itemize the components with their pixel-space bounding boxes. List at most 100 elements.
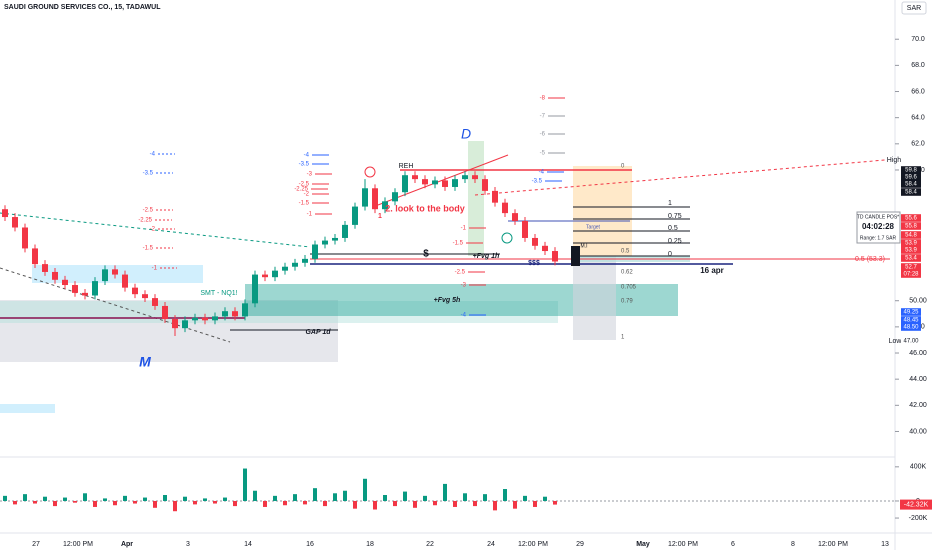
price-label: 53.9 (905, 248, 917, 254)
y-tick-label: 42.00 (909, 402, 927, 409)
candle-body (492, 190, 498, 203)
volume-bar (13, 500, 17, 505)
candle-body (202, 317, 208, 321)
candle-body (472, 175, 478, 180)
candle-body (502, 202, 508, 214)
volume-bar (113, 500, 117, 506)
volume-bar (353, 500, 357, 509)
price-label-box (901, 239, 921, 247)
annotation: GAP 1d (305, 329, 331, 336)
annotation: $$$ (528, 260, 540, 267)
candle-body (122, 274, 128, 288)
candle-body (532, 237, 538, 246)
volume-bar (453, 500, 457, 507)
volume-bar (213, 500, 217, 504)
x-tick-label: Apr (121, 541, 133, 548)
std-level-label: -2 (304, 192, 310, 198)
price-label: 48.50 (903, 325, 919, 331)
volume-bar (433, 500, 437, 506)
candle-body (192, 317, 198, 321)
annotation: Target (586, 224, 601, 230)
zone-green (468, 141, 484, 256)
volume-bar (173, 500, 177, 512)
candle-body (182, 320, 188, 329)
candle-body (392, 192, 398, 202)
volume-bar (53, 500, 57, 507)
std-level-label: -1 (152, 266, 158, 272)
volume-bar (73, 500, 77, 503)
std-level-label: -1.5 (453, 241, 464, 247)
std-level-label: -3 (461, 283, 467, 289)
std-level-label: -1 (307, 212, 313, 218)
y-tick-label: 66.0 (911, 88, 925, 95)
annotation: Low (889, 338, 903, 345)
volume-bar (33, 500, 37, 504)
volume-bar (343, 490, 347, 501)
candle-body (522, 220, 528, 238)
candle-body (162, 305, 168, 320)
price-label-box (901, 263, 921, 271)
price-label-box (901, 323, 921, 331)
fib-label: 0.25 (668, 238, 682, 245)
currency-button[interactable] (901, 1, 927, 15)
fib-label: 0.79 (621, 299, 633, 305)
candle-body (112, 269, 118, 275)
candle-body (12, 217, 18, 228)
price-label: 49.25 (903, 310, 919, 316)
candle-body (442, 180, 448, 187)
std-level-label: -4 (461, 313, 467, 319)
x-tick-label: 29 (576, 541, 584, 548)
std-level-label: -2.25 (138, 218, 152, 224)
volume-bar (443, 483, 447, 501)
volume-bar (503, 489, 507, 501)
std-level-label: -2.5 (455, 270, 466, 276)
chart-title: SAUDI GROUND SERVICES CO., 15, TADAWUL (4, 4, 161, 11)
trend-line (0, 267, 231, 343)
std-level-label: -1.5 (143, 246, 154, 252)
candle-body (252, 274, 258, 304)
x-tick-label: 12:00 PM (818, 541, 848, 548)
candle-body (22, 227, 28, 249)
std-level-label: -2.25 (294, 187, 308, 193)
price-label: 58.4 (905, 182, 917, 188)
volume-last-label: -42.32K (904, 501, 929, 508)
y-tick-label: 46.00 (909, 350, 927, 357)
candle-body (212, 316, 218, 321)
std-level-label: -3.5 (532, 179, 543, 185)
price-label: 53.4 (905, 256, 917, 262)
candle-body (412, 175, 418, 180)
y-tick-label: 40.00 (909, 428, 927, 435)
td-timer: 04:02:28 (862, 222, 895, 231)
candle-body (2, 209, 8, 218)
volume-bar (143, 497, 147, 501)
candle-body (552, 251, 558, 262)
price-label-box (901, 270, 921, 278)
volume-bar (243, 468, 247, 501)
candle-body (312, 244, 318, 259)
volume-bar (203, 498, 207, 501)
std-level-label: -4 (539, 170, 545, 176)
candle-body (352, 206, 358, 225)
volume-bar (63, 497, 67, 501)
std-level-label: -4 (304, 153, 310, 159)
volume-bar (193, 500, 197, 505)
fib-lines (573, 206, 690, 257)
candle-body (332, 237, 338, 241)
x-tick-label: 18 (366, 541, 374, 548)
candle-body (452, 179, 458, 187)
candle-body (242, 303, 248, 317)
candle-body (382, 201, 388, 210)
volume-bar (23, 494, 27, 501)
std-level-label: -2.5 (299, 182, 310, 188)
candle-body (132, 287, 138, 295)
currency[interactable]: SAR (907, 5, 921, 12)
price-label-box (901, 308, 921, 316)
y-tick-label: 68.0 (911, 62, 925, 69)
fib-label: 0.75 (668, 213, 682, 220)
candle-body (462, 175, 468, 180)
volume-bar (3, 495, 7, 501)
annotation: +Fvg 5h (434, 297, 461, 304)
std-level-label: -3 (307, 172, 313, 178)
annotation: 16 apr (700, 266, 724, 275)
std-level-label: -2 (150, 227, 156, 233)
